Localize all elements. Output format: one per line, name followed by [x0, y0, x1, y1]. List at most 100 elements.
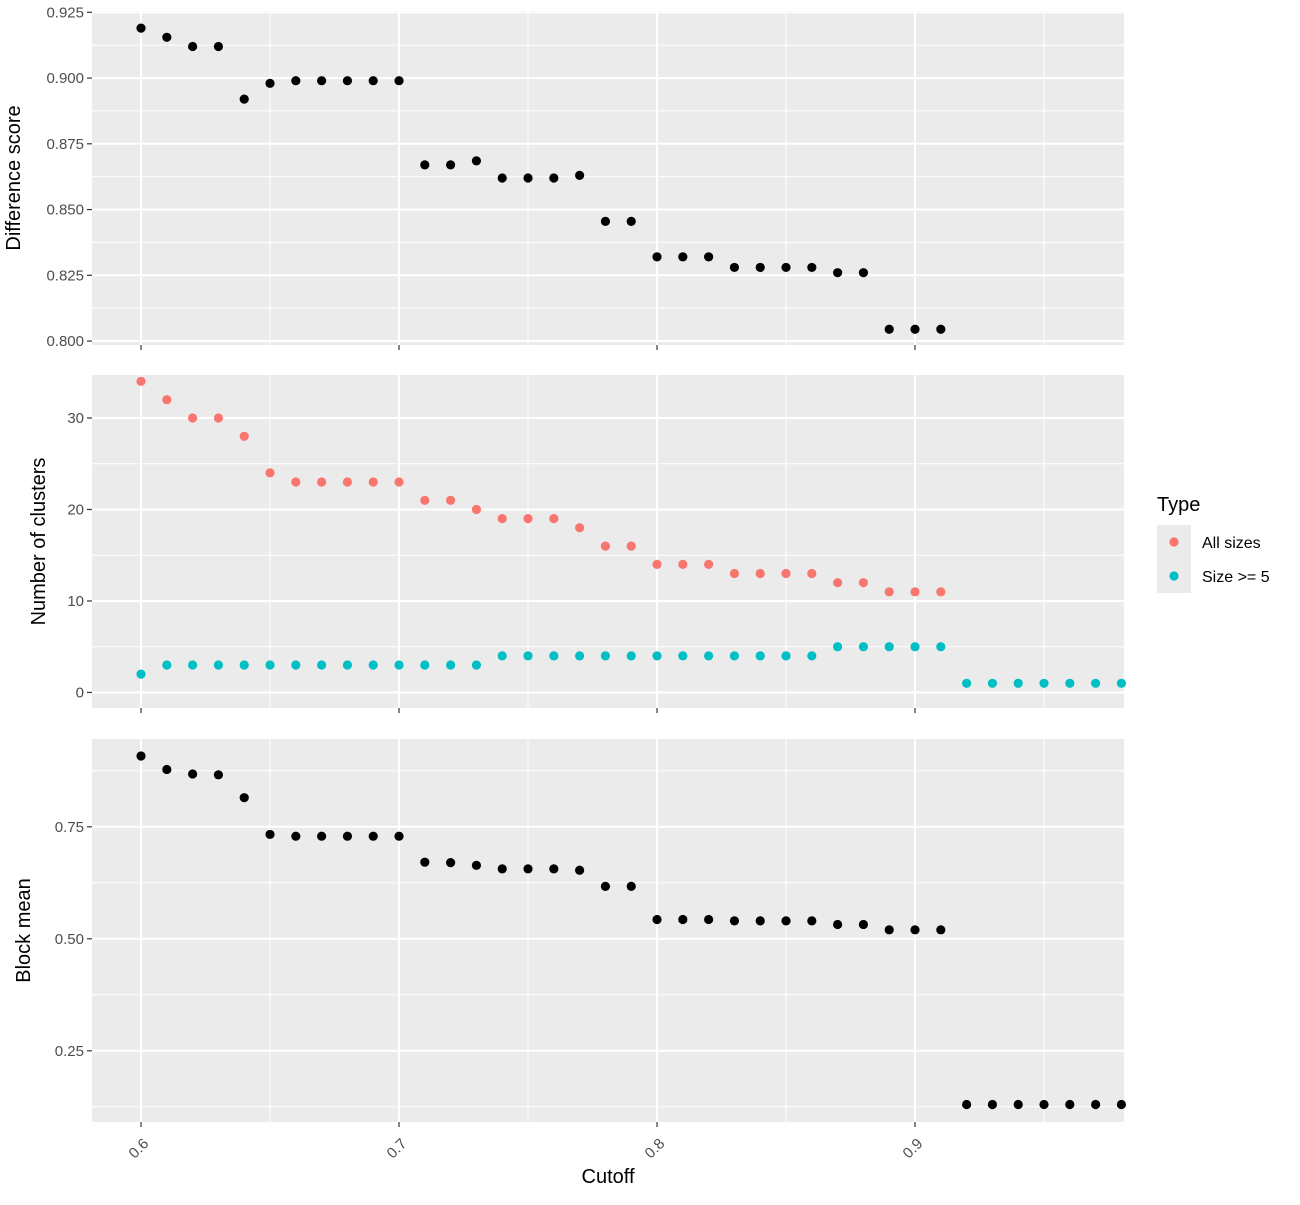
- y-tick-label: 0.50: [55, 931, 84, 948]
- data-point: [1065, 1099, 1075, 1110]
- series-1: [136, 23, 946, 334]
- data-point: [729, 916, 740, 926]
- data-point: [213, 413, 224, 423]
- data-point: [136, 376, 146, 387]
- data-point: [858, 642, 869, 652]
- series-1: [136, 751, 1127, 1110]
- data-point: [471, 156, 482, 166]
- data-point: [471, 660, 482, 670]
- data-point: [497, 514, 507, 524]
- data-point: [858, 578, 869, 588]
- data-point: [420, 160, 430, 170]
- data-point: [884, 324, 894, 334]
- data-point: [265, 660, 275, 670]
- data-point: [704, 914, 714, 925]
- data-point: [1091, 678, 1101, 688]
- data-point: [575, 651, 585, 661]
- y-tick-label: 0.925: [46, 4, 84, 21]
- data-point: [910, 587, 920, 597]
- data-point: [962, 1099, 972, 1110]
- data-point: [549, 864, 559, 874]
- data-point: [729, 262, 740, 273]
- data-point: [317, 76, 327, 86]
- data-point: [213, 660, 224, 670]
- data-point: [213, 41, 224, 52]
- data-point: [678, 651, 688, 661]
- data-point: [807, 651, 817, 661]
- data-point: [987, 1099, 998, 1110]
- data-point: [755, 568, 765, 579]
- data-point: [394, 660, 404, 670]
- data-point: [549, 514, 559, 524]
- data-point: [781, 568, 791, 579]
- data-point: [368, 477, 378, 487]
- data-point: [807, 262, 817, 273]
- data-point: [446, 858, 456, 868]
- data-point: [291, 831, 301, 841]
- data-point: [394, 76, 404, 86]
- data-point: [652, 252, 662, 262]
- legend-symbol: [1169, 537, 1179, 547]
- data-point: [523, 173, 533, 183]
- data-point: [858, 919, 869, 930]
- data-point: [446, 160, 456, 170]
- data-point: [291, 76, 301, 86]
- legend-symbol: [1169, 571, 1179, 581]
- y-axis-title: Number of clusters: [28, 458, 50, 626]
- data-point: [497, 651, 507, 661]
- panel-2: 0 10 20 30 Number of clusters: [28, 375, 1127, 713]
- data-point: [523, 651, 533, 661]
- data-point: [342, 660, 353, 670]
- data-point: [936, 587, 946, 597]
- legend-title: Type: [1157, 494, 1200, 516]
- data-point: [936, 324, 946, 334]
- panel-background: [92, 739, 1124, 1122]
- panel-1: 0.800 0.825 0.850 0.875 0.900 0.925 Difference…: [3, 4, 1124, 350]
- data-point: [549, 651, 559, 661]
- y-axis-title: Block mean: [13, 878, 35, 983]
- data-point: [1039, 678, 1049, 688]
- data-point: [600, 881, 611, 891]
- data-point: [781, 651, 791, 661]
- data-point: [600, 651, 611, 661]
- data-point: [936, 925, 946, 935]
- data-point: [884, 925, 894, 935]
- data-point: [446, 660, 456, 670]
- data-point: [884, 642, 894, 652]
- data-point: [368, 831, 378, 841]
- data-point: [239, 793, 249, 803]
- data-point: [781, 262, 791, 273]
- legend: Type All sizes Size >= 5: [1157, 494, 1270, 593]
- y-tick-label: 0.75: [55, 819, 84, 836]
- data-point: [497, 173, 507, 183]
- data-point: [962, 678, 972, 688]
- data-point: [342, 831, 353, 841]
- data-point: [575, 523, 585, 533]
- data-point: [420, 660, 430, 670]
- data-point: [833, 268, 843, 278]
- data-point: [291, 477, 301, 487]
- data-point: [626, 881, 636, 891]
- data-point: [858, 268, 869, 278]
- data-point: [626, 541, 636, 551]
- data-point: [807, 568, 817, 579]
- y-tick-label: 20: [67, 501, 84, 518]
- x-tick-label: 0.9: [900, 1135, 927, 1162]
- data-point: [162, 395, 172, 405]
- data-point: [265, 468, 275, 478]
- data-point: [342, 76, 353, 86]
- data-point: [678, 252, 688, 262]
- data-point: [1039, 1099, 1049, 1110]
- data-point: [755, 651, 765, 661]
- data-point: [575, 865, 585, 875]
- data-point: [704, 651, 714, 661]
- data-point: [807, 916, 817, 926]
- data-point: [420, 495, 430, 505]
- data-point: [833, 642, 843, 652]
- data-point: [910, 925, 920, 935]
- data-point: [910, 324, 920, 334]
- data-point: [162, 32, 172, 42]
- y-tick-label: 0.850: [46, 202, 84, 219]
- x-tick-label: 0.7: [384, 1135, 411, 1162]
- data-point: [678, 559, 688, 569]
